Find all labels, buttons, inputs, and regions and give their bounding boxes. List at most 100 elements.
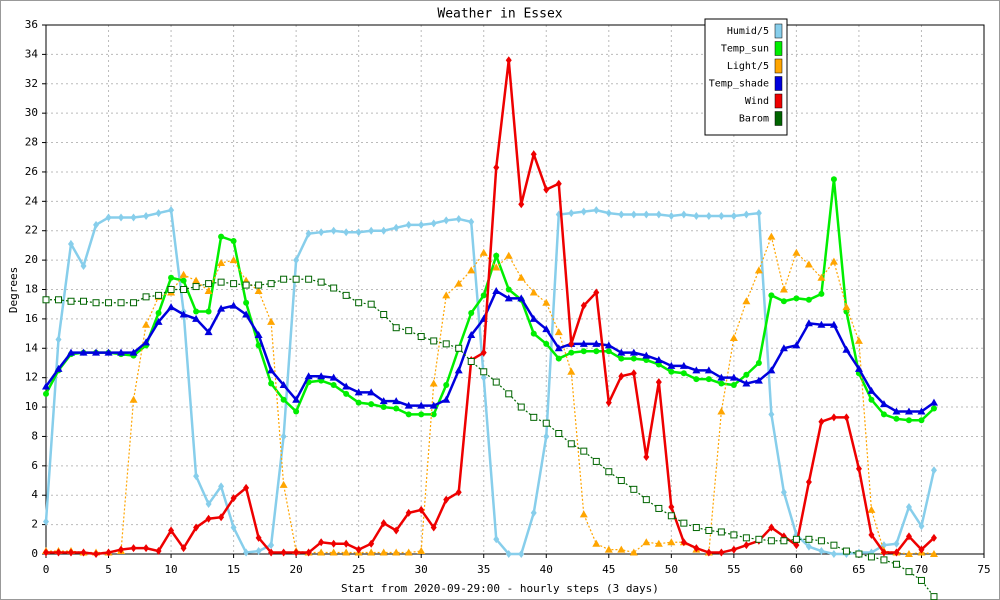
data-point [80,261,87,270]
data-point [142,320,151,328]
data-point [767,537,775,545]
data-point [279,381,288,389]
data-point [530,413,538,421]
data-point [305,275,313,283]
legend-swatch [774,111,783,126]
data-point [268,548,275,557]
data-point [43,548,49,557]
data-point [629,348,638,356]
data-point [104,348,113,356]
data-point [867,386,876,394]
data-point [929,398,938,406]
data-point [580,348,587,355]
data-point [493,163,500,172]
data-point [730,382,737,389]
data-point [179,310,188,318]
data-point [267,280,275,288]
legend-label: Temp_shade [709,79,769,90]
data-point [730,531,738,539]
x-tick-label: 15 [227,563,240,576]
x-tick-label: 20 [290,563,303,576]
y-tick-label: 2 [31,518,38,531]
data-point [618,210,625,219]
chart-title: Weather in Essex [437,7,562,22]
data-point [193,308,200,315]
legend-swatch [774,41,783,56]
data-point [780,488,787,497]
data-point [642,351,651,359]
data-point [818,417,825,426]
data-point [280,275,288,283]
data-point [392,397,401,405]
data-point [55,335,62,344]
data-point [529,288,538,296]
y-tick-label: 8 [31,429,38,442]
data-point [555,179,562,188]
data-point [329,373,338,381]
data-point [405,220,412,229]
data-point [579,339,588,347]
data-point [254,286,263,294]
data-point [642,538,651,546]
data-point [105,213,112,222]
x-tick-label: 55 [727,563,740,576]
data-point [655,504,663,512]
data-point [793,295,800,302]
data-point [580,301,587,310]
data-point [280,548,287,557]
data-point [468,217,475,226]
data-point [617,477,625,485]
data-point [342,548,351,556]
data-point [492,263,501,271]
data-point [704,366,713,374]
data-point [867,505,876,513]
data-point [218,233,225,240]
y-tick-label: 4 [31,488,38,501]
data-point [155,547,162,556]
data-point [192,314,201,322]
data-point [543,185,550,194]
data-point [667,512,675,520]
data-point [592,539,601,547]
data-point [254,331,263,339]
data-point [567,367,576,375]
data-point [792,341,801,349]
data-point [342,291,350,299]
data-point [668,368,675,375]
data-point [367,300,375,308]
data-point [529,314,538,322]
data-point [592,339,601,347]
data-point [868,530,875,539]
data-point [755,209,762,218]
data-point [542,298,551,306]
data-point [780,298,787,305]
data-point [343,390,350,397]
data-point [405,508,412,517]
data-point [255,547,262,556]
data-point [617,348,626,356]
y-tick-label: 18 [25,283,38,296]
y-tick-label: 12 [25,371,38,384]
data-point [904,407,913,415]
data-point [154,317,163,325]
data-point [367,388,376,396]
data-point [630,210,637,219]
data-point [292,275,300,283]
data-point [717,528,725,536]
data-point [829,257,838,265]
y-tick-label: 24 [25,194,39,207]
data-point [380,519,387,528]
data-point [192,276,201,284]
data-point [830,176,837,183]
data-point [792,535,800,543]
y-tick-label: 14 [25,341,39,354]
data-point [418,411,425,418]
data-point [654,356,663,364]
legend-label: Light/5 [727,61,769,72]
data-point [168,206,175,215]
data-point [155,291,163,299]
data-point [79,348,88,356]
data-point [930,466,937,475]
data-point [342,382,351,390]
data-point [480,368,488,376]
